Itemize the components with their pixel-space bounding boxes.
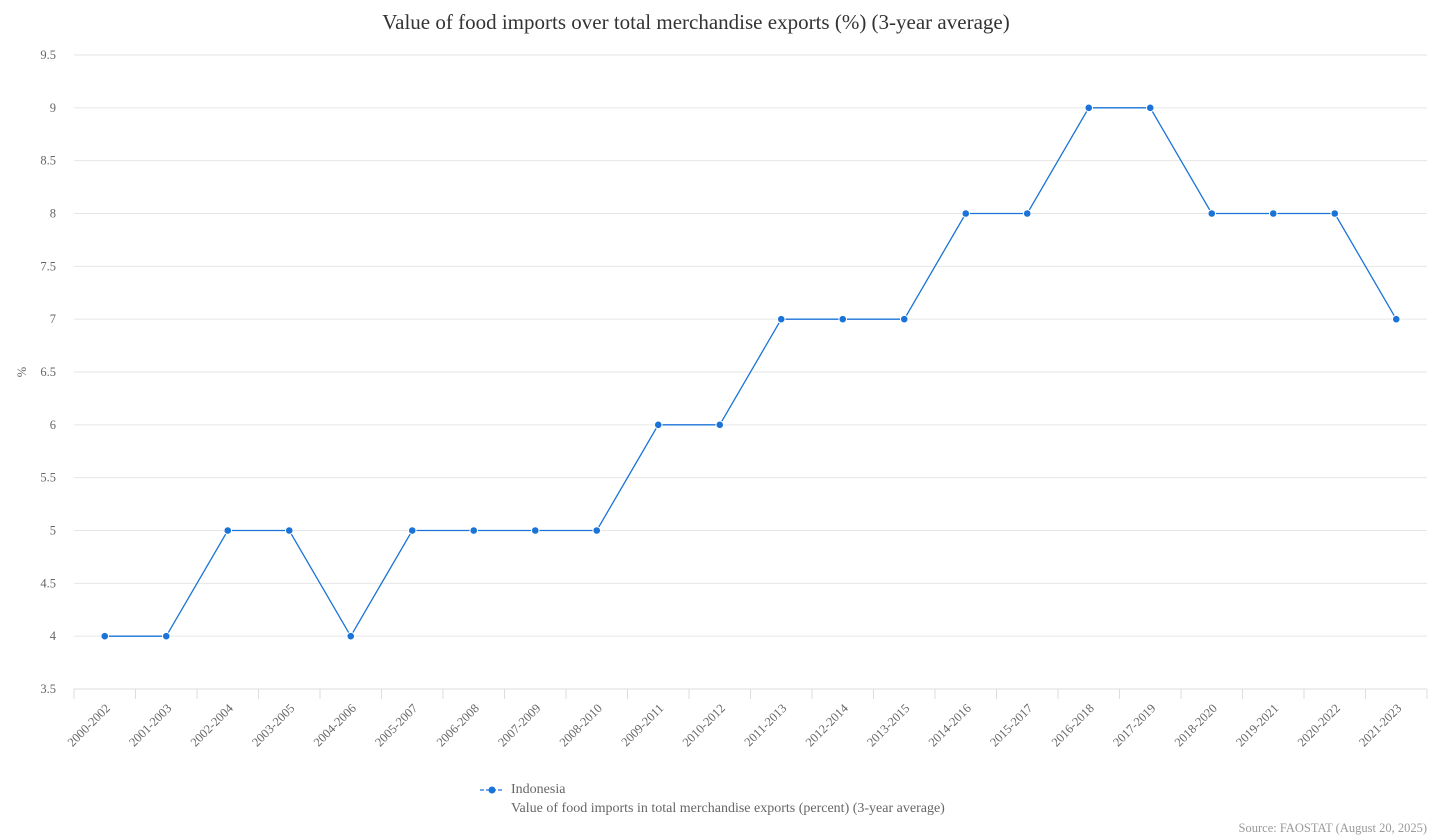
data-point: [100, 631, 110, 641]
data-point: [407, 526, 417, 535]
x-tick-label: 2014-2016: [926, 701, 974, 749]
x-tick-label: 2002-2004: [188, 701, 237, 750]
data-point: [469, 526, 479, 535]
x-tick-label: 2001-2003: [126, 701, 174, 749]
x-tick-label: 2019-2021: [1233, 701, 1281, 749]
x-tick-label: 2008-2010: [557, 701, 605, 749]
y-axis-label: %: [15, 367, 29, 377]
x-tick-label: 2012-2014: [803, 701, 852, 750]
x-tick-label: 2007-2009: [495, 701, 543, 749]
data-point: [346, 631, 356, 641]
y-tick-label: 3.5: [40, 682, 56, 696]
data-point: [1022, 209, 1032, 218]
legend-marker-icon: [480, 786, 504, 794]
data-point: [838, 314, 848, 324]
data-point: [223, 526, 233, 535]
chart-title: Value of food imports over total merchan…: [382, 10, 1010, 34]
x-tick-label: 2015-2017: [987, 701, 1035, 749]
data-point: [1268, 209, 1278, 218]
data-point: [161, 631, 171, 641]
data-point: [653, 420, 663, 430]
data-point: [1330, 209, 1340, 218]
data-point: [1145, 103, 1155, 113]
x-tick-label: 2003-2005: [249, 701, 297, 749]
data-point: [530, 526, 540, 535]
y-tick-label: 6: [50, 418, 56, 432]
legend[interactable]: Indonesia Value of food imports in total…: [480, 782, 945, 817]
y-tick-label: 4.5: [40, 576, 56, 590]
x-tick-label: 2020-2022: [1295, 701, 1343, 749]
x-tick-label: 2016-2018: [1049, 701, 1097, 749]
x-tick-label: 2018-2020: [1172, 701, 1220, 749]
data-point: [1391, 314, 1401, 324]
x-tick-label: 2005-2007: [372, 701, 420, 749]
y-tick-label: 8: [50, 207, 56, 221]
y-tick-label: 6.5: [40, 365, 56, 379]
legend-series-name: Indonesia: [511, 782, 566, 797]
y-tick-label: 9.5: [40, 48, 56, 62]
x-tick-label: 2006-2008: [434, 701, 482, 749]
data-point: [776, 314, 786, 324]
data-point: [592, 526, 602, 535]
x-tick-label: 2004-2006: [311, 701, 359, 749]
data-point: [715, 420, 725, 430]
data-point: [1207, 209, 1217, 218]
x-tick-label: 2011-2013: [741, 701, 789, 749]
data-point: [1084, 103, 1094, 113]
source-note: Source: FAOSTAT (August 20, 2025): [1238, 821, 1427, 835]
data-point: [284, 526, 294, 535]
x-tick-label: 2013-2015: [864, 701, 912, 749]
y-tick-label: 9: [50, 101, 56, 115]
legend-series-description: Value of food imports in total merchandi…: [511, 801, 945, 816]
y-tick-label: 7: [50, 312, 56, 326]
x-tick-label: 2021-2023: [1356, 701, 1404, 749]
y-tick-label: 7.5: [40, 259, 56, 273]
y-tick-label: 5.5: [40, 471, 56, 485]
x-tick-label: 2010-2012: [680, 701, 728, 749]
y-tick-label: 8.5: [40, 154, 56, 168]
series-line-indonesia: [104, 107, 1397, 638]
x-tick-label: 2009-2011: [618, 701, 666, 749]
data-point: [961, 209, 971, 218]
data-point: [899, 314, 909, 324]
y-tick-label: 4: [50, 629, 57, 643]
x-tick-label: 2017-2019: [1110, 701, 1158, 749]
x-tick-label: 2000-2002: [65, 701, 113, 749]
y-tick-label: 5: [50, 524, 56, 538]
